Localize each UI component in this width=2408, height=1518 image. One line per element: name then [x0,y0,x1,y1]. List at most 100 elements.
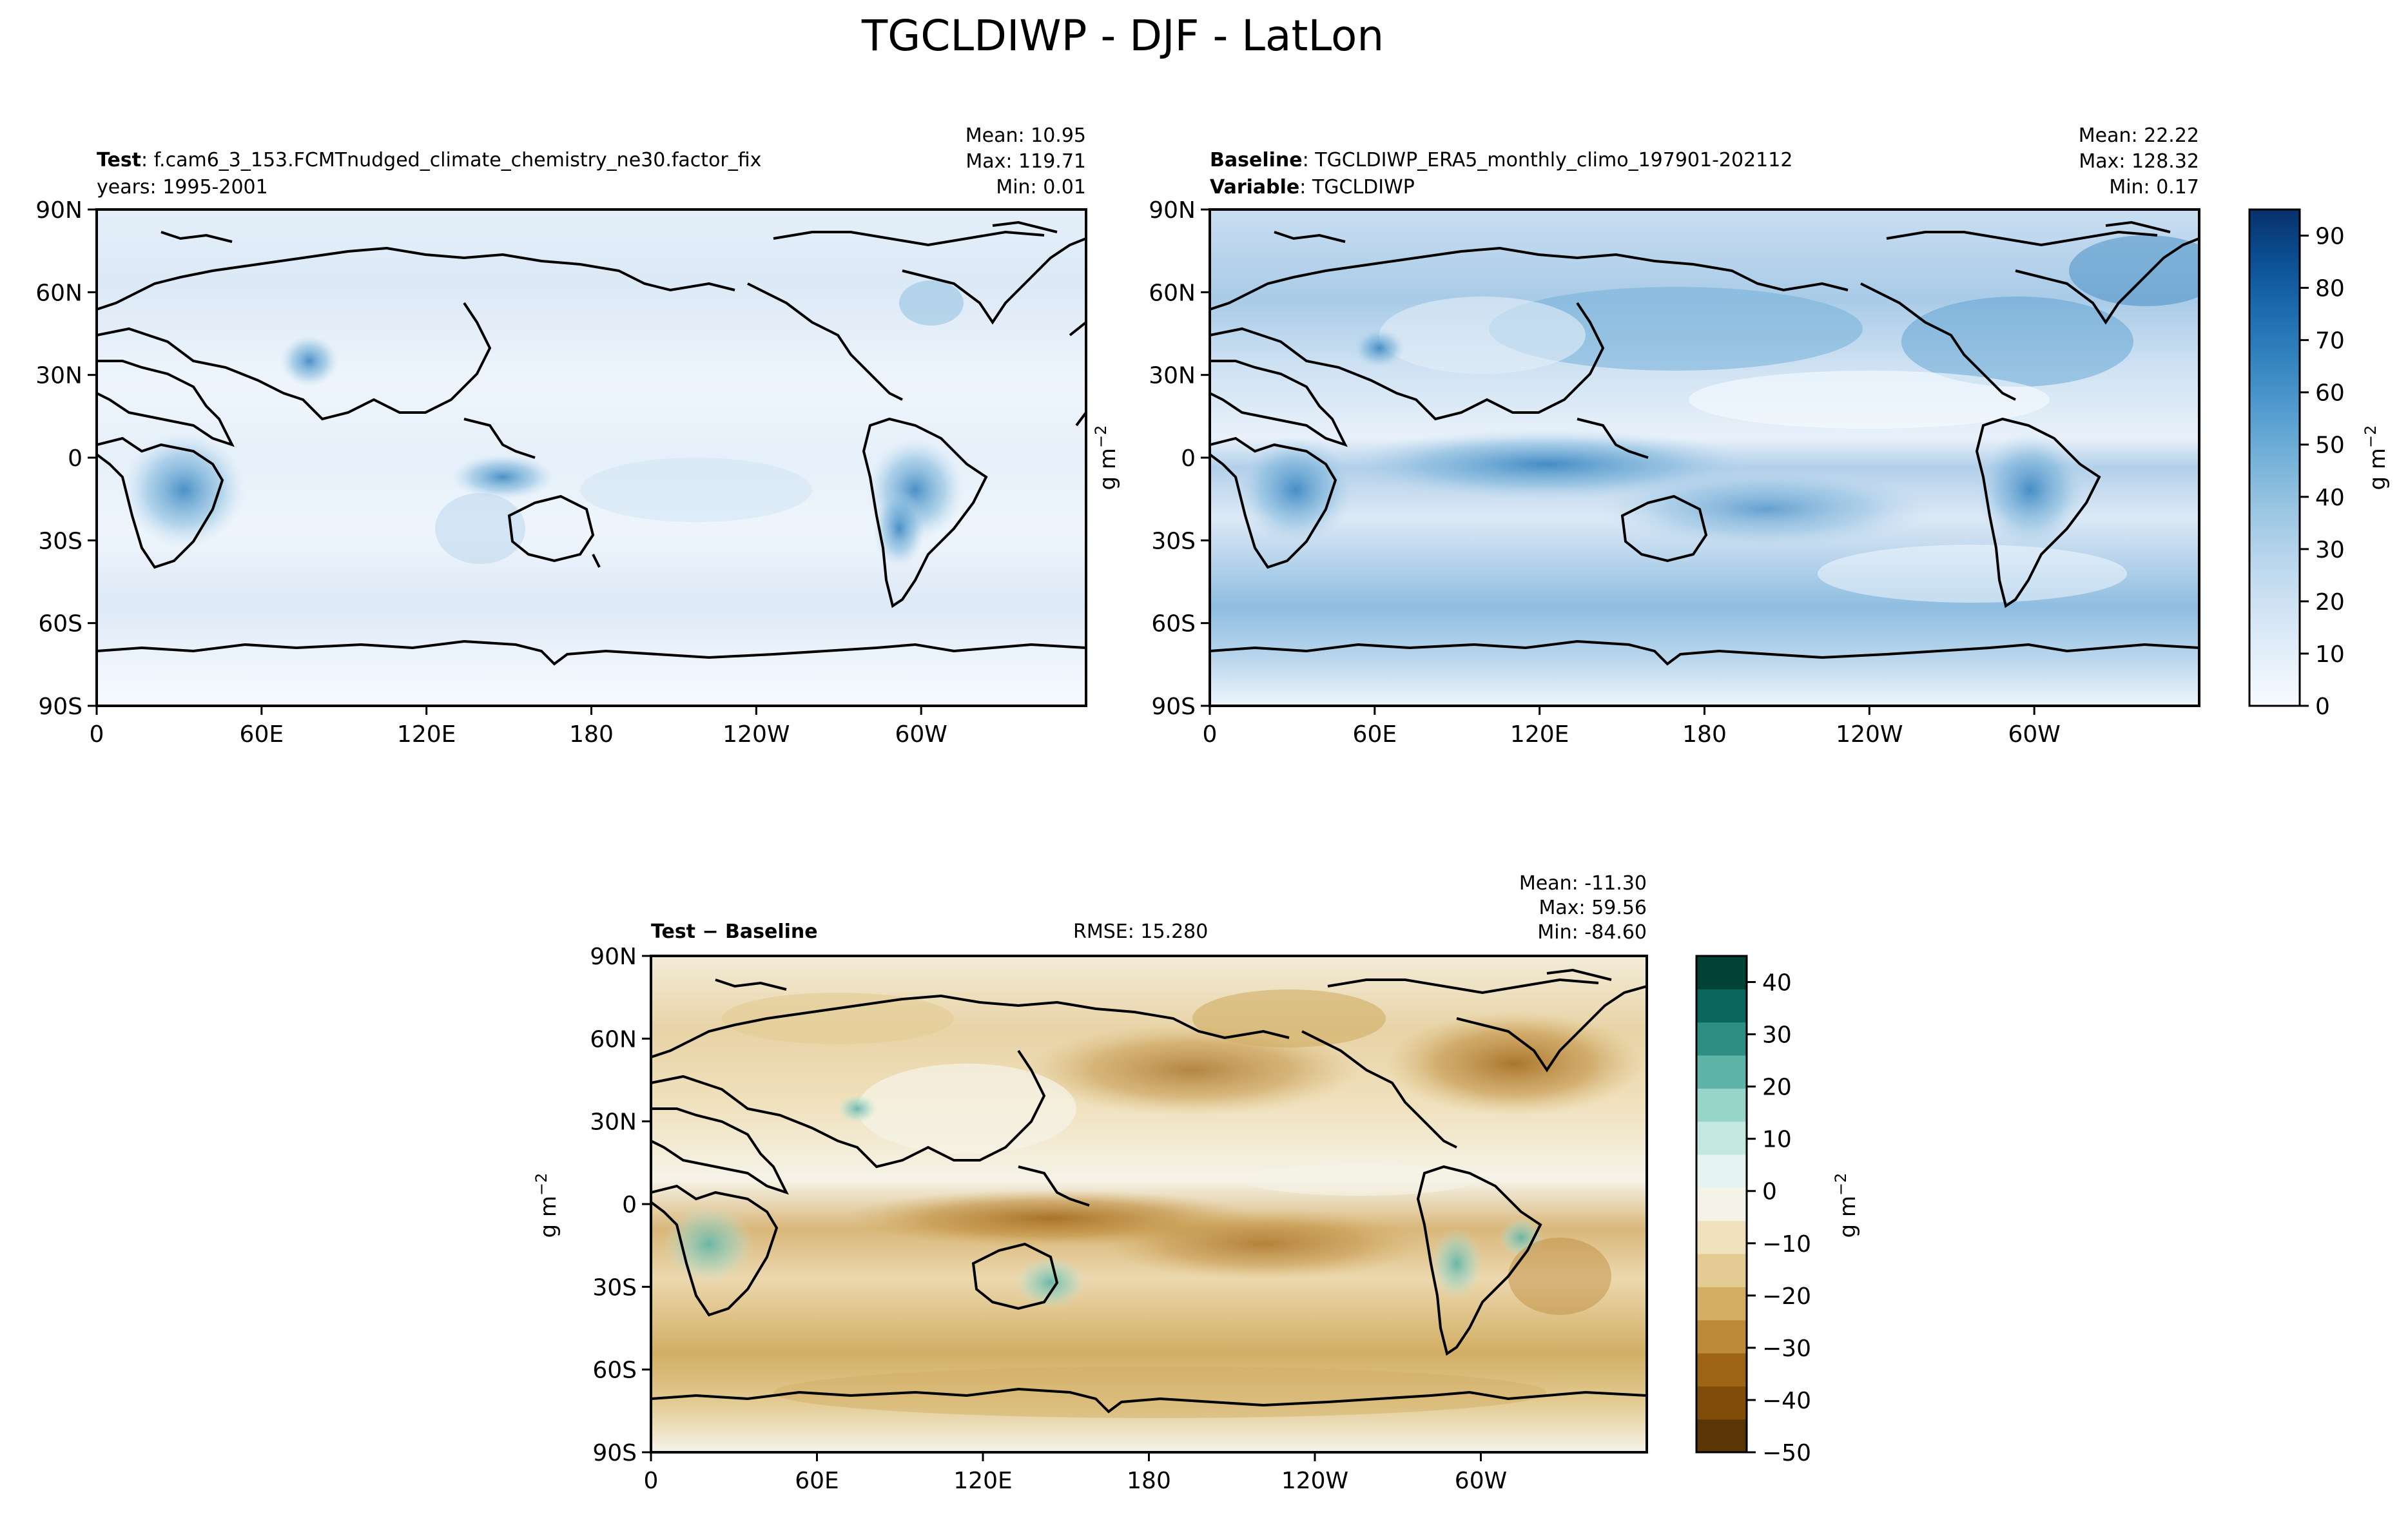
test-xtick-label: 120E [397,721,456,748]
baseline-subtitle-text: : TGCLDIWP [1299,176,1415,199]
baseline-map-field [1210,209,2199,706]
difference-colorbar-ticks: 40 30 20 10 0 −10 −20 −30 −40 −50 [1747,970,1811,1466]
difference-xtick-label: 120W [1281,1468,1348,1494]
blue-colorbar-label: g m−2 [2362,425,2391,491]
difference-colorbar-tick-label: −20 [1762,1283,1811,1310]
difference-colorbar-band [1696,1386,1747,1420]
difference-xtick-label: 120E [953,1468,1012,1494]
difference-colorbar-tick-label: 10 [1762,1127,1792,1153]
difference-stat-min: Min: -84.60 [1537,921,1647,944]
test-baseline-colorbar: 0 10 20 30 40 50 60 70 80 90 g m−2 [2248,208,2391,720]
difference-xtick-label: 60E [795,1468,839,1494]
baseline-subtitle: Variable: TGCLDIWP [1210,176,1415,199]
difference-xtick-label: 60W [1455,1468,1507,1494]
blue-colorbar-fill [2248,208,2301,707]
baseline-ylabel-text: g m [1095,448,1121,491]
test-xticks: 0 60E 120E 180 120W 60W [90,706,947,748]
blue-colorbar-tick-label: 80 [2315,276,2345,302]
difference-ylabel: g m−2 [532,1173,561,1238]
difference-colorbar-band [1696,1055,1747,1089]
difference-colorbar: 40 30 20 10 0 −10 −20 −30 −40 −50 g m−2 [1695,955,1861,1466]
baseline-coastlines [1210,220,2199,666]
baseline-xtick-label: 120E [1510,721,1569,748]
baseline-stat-max: Max: 128.32 [2079,150,2199,173]
difference-colorbar-tick-label: −30 [1762,1336,1811,1362]
test-ytick-label: 30N [35,363,83,389]
test-map-field [97,209,1086,706]
difference-colorbar-band [1696,956,1747,989]
difference-colorbar-band [1696,1319,1747,1354]
blue-colorbar-label-text: g m [2365,448,2391,491]
difference-colorbar-bands [1696,956,1747,1453]
difference-yticks: 90N 60N 30N 0 30S 60S 90S [590,944,651,1466]
baseline-ylabel-sup: −2 [1092,425,1110,448]
difference-colorbar-band [1696,1287,1747,1321]
difference-colorbar-label-text: g m [1835,1196,1861,1238]
difference-colorbar-tick-label: −50 [1762,1440,1811,1466]
difference-colorbar-tick-label: 30 [1762,1022,1792,1049]
difference-ytick-label: 30N [590,1109,637,1136]
difference-ylabel-text: g m [536,1196,561,1238]
difference-ytick-label: 60N [590,1026,637,1053]
blue-colorbar-tick-label: 60 [2315,380,2345,407]
difference-colorbar-band [1696,1353,1747,1387]
difference-colorbar-tick-label: −10 [1762,1231,1811,1258]
baseline-title: Baseline: TGCLDIWP_ERA5_monthly_climo_19… [1210,149,1792,171]
baseline-ytick-label: 30N [1149,363,1196,389]
difference-ytick-label: 90S [592,1440,637,1466]
difference-rmse: RMSE: 15.280 [1073,920,1208,943]
difference-colorbar-tick-label: 0 [1762,1179,1777,1205]
difference-colorbar-tick-label: −40 [1762,1388,1811,1414]
blue-colorbar-tick-label: 90 [2315,224,2345,250]
test-ytick-label: 60S [38,611,83,637]
baseline-ytick-label: 0 [1181,445,1196,472]
difference-colorbar-band [1696,1121,1747,1155]
difference-ytick-label: 30S [592,1274,637,1301]
baseline-ytick-label: 90N [1149,197,1196,224]
difference-colorbar-band [1696,1022,1747,1056]
baseline-xtick-label: 180 [1682,721,1727,748]
baseline-stat-min: Min: 0.17 [2109,176,2199,199]
test-ytick-label: 90S [38,694,83,720]
test-coastlines [97,220,1086,666]
test-stat-max: Max: 119.71 [966,150,1086,173]
test-ytick-label: 60N [35,280,83,306]
difference-panel: Test − Baseline RMSE: 15.280 Mean: -11.3… [532,872,1648,1494]
test-xtick-label: 60W [895,721,947,748]
baseline-ytick-label: 90S [1151,694,1196,720]
difference-colorbar-tick-label: 40 [1762,970,1792,997]
difference-title: Test − Baseline [651,920,818,943]
difference-xtick-label: 0 [644,1468,659,1494]
baseline-xtick-label: 60E [1353,721,1397,748]
difference-ytick-label: 90N [590,944,637,970]
difference-xtick-label: 180 [1127,1468,1171,1494]
difference-map-field [651,956,1647,1452]
test-title: Test: f.cam6_3_153.FCMTnudged_climate_ch… [97,149,761,171]
baseline-xtick-label: 60W [2008,721,2060,748]
difference-colorbar-band [1696,1154,1747,1188]
difference-stat-mean: Mean: -11.30 [1519,872,1647,895]
test-title-text: : f.cam6_3_153.FCMTnudged_climate_chemis… [141,149,761,171]
test-ytick-label: 0 [68,445,83,472]
baseline-xticks: 0 60E 120E 180 120W 60W [1203,706,2061,748]
difference-ylabel-sup: −2 [532,1173,550,1196]
difference-colorbar-band [1696,1419,1747,1453]
baseline-subtitle-bold: Variable [1210,176,1299,199]
difference-ytick-label: 0 [622,1192,637,1218]
blue-colorbar-tick-label: 10 [2315,641,2345,668]
test-ytick-label: 90N [35,197,83,224]
blue-colorbar-ticks: 0 10 20 30 40 50 60 70 80 90 [2300,224,2345,720]
difference-colorbar-band [1696,1254,1747,1287]
test-xtick-label: 0 [90,721,104,748]
baseline-yticks: 90N 60N 30N 0 30S 60S 90S [1149,197,1210,720]
baseline-xtick-label: 0 [1203,721,1218,748]
test-stat-min: Min: 0.01 [996,176,1086,199]
blue-colorbar-tick-label: 70 [2315,328,2345,355]
blue-colorbar-tick-label: 50 [2315,433,2345,459]
blue-colorbar-tick-label: 0 [2315,694,2330,720]
test-yticks: 90N 60N 30N 0 30S 60S 90S [35,197,97,720]
difference-colorbar-band [1696,1220,1747,1254]
baseline-stat-mean: Mean: 22.22 [2079,124,2199,147]
baseline-ytick-label: 60N [1149,280,1196,306]
